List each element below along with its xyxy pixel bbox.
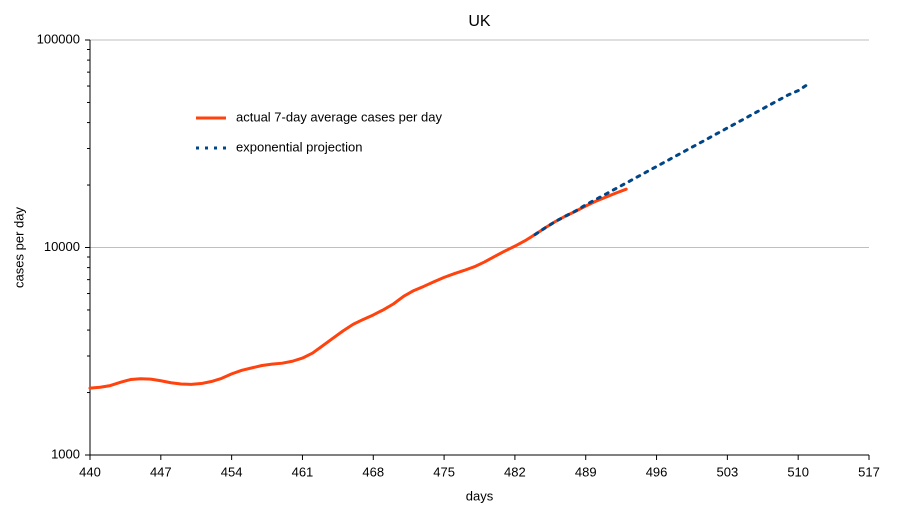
x-tick-label: 482 — [504, 464, 526, 479]
x-tick-label: 468 — [362, 464, 384, 479]
x-tick-label: 475 — [433, 464, 455, 479]
x-tick-label: 517 — [858, 464, 880, 479]
x-tick-label: 503 — [717, 464, 739, 479]
y-tick-label: 1000 — [51, 446, 80, 461]
chart-title: UK — [468, 13, 491, 30]
x-tick-label: 489 — [575, 464, 597, 479]
x-tick-label: 461 — [292, 464, 314, 479]
x-tick-label: 447 — [150, 464, 172, 479]
x-tick-label: 440 — [79, 464, 101, 479]
chart-svg: 440 447 454 461 468 475 482 489 496 503 510 517 1000… — [0, 0, 899, 506]
x-tick-label: 454 — [221, 464, 243, 479]
x-axis-label: days — [466, 488, 494, 503]
y-axis-label: cases per day — [11, 207, 26, 288]
y-tick-label: 100000 — [37, 31, 80, 46]
chart-container: 440 447 454 461 468 475 482 489 496 503 510 517 1000… — [0, 0, 899, 506]
legend-label: actual 7-day average cases per day — [236, 109, 442, 124]
x-tick-label: 496 — [646, 464, 668, 479]
plot-bg — [0, 0, 899, 506]
legend-label: exponential projection — [236, 139, 362, 154]
y-tick-label: 10000 — [44, 239, 80, 254]
x-tick-label: 510 — [787, 464, 809, 479]
